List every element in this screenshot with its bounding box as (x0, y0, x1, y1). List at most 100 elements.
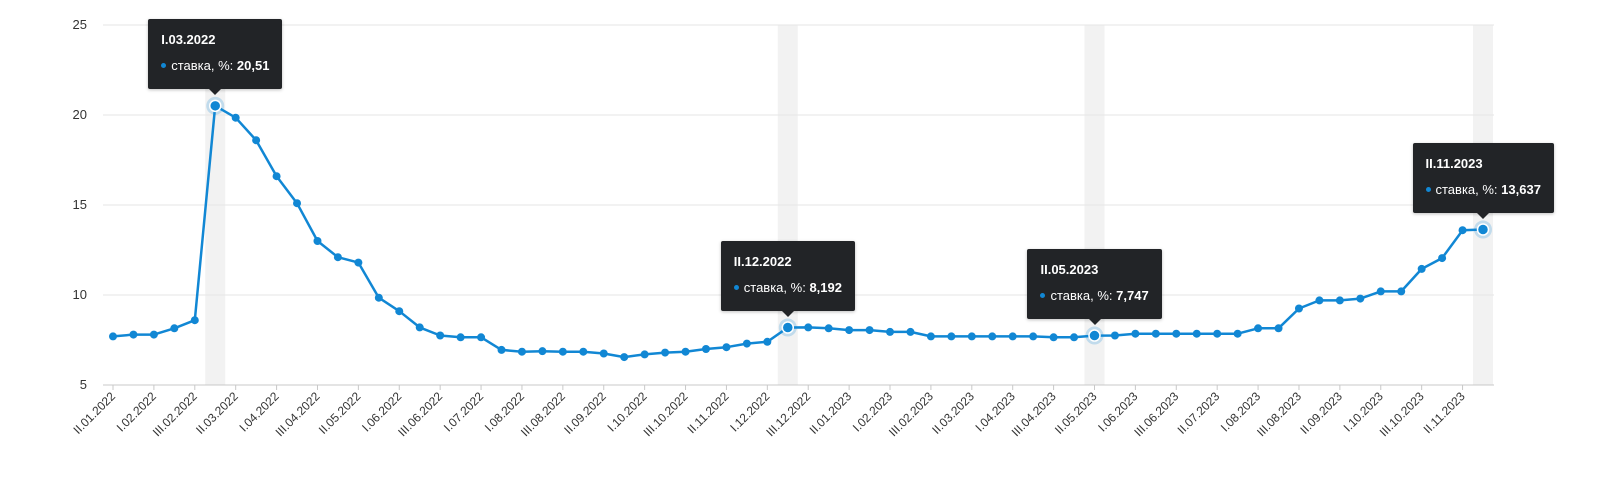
tooltip: I.03.2022 ставка, %: 20,51 (148, 18, 283, 95)
data-point[interactable] (293, 199, 302, 208)
series-marker-icon (1040, 292, 1046, 298)
data-point[interactable] (436, 331, 445, 340)
data-point[interactable] (1008, 332, 1017, 341)
x-tick-label: III.02.2023 (886, 389, 936, 439)
data-point[interactable] (415, 323, 424, 332)
data-point[interactable] (947, 332, 956, 341)
data-point-highlighted[interactable] (781, 321, 795, 334)
data-point[interactable] (231, 113, 240, 122)
data-point[interactable] (906, 327, 915, 336)
data-point[interactable] (1029, 332, 1038, 341)
data-point[interactable] (272, 172, 281, 181)
data-point[interactable] (149, 330, 158, 339)
data-point[interactable] (109, 332, 117, 341)
data-point[interactable] (1335, 296, 1344, 305)
data-point[interactable] (374, 293, 383, 302)
data-point[interactable] (988, 332, 997, 341)
data-point[interactable] (722, 343, 731, 352)
data-point[interactable] (742, 339, 751, 348)
tooltip-value: 8,192 (809, 279, 842, 295)
y-tick-label: 10 (73, 287, 87, 302)
x-tick-label: II.09.2022 (561, 389, 609, 437)
tooltip: II.12.2022 ставка, %: 8,192 (720, 240, 855, 317)
y-axis-ticks: 5 10 15 20 25 (73, 17, 87, 392)
data-point[interactable] (1213, 329, 1222, 338)
data-point[interactable] (456, 333, 465, 342)
data-point[interactable] (599, 349, 608, 358)
series-marker-icon (733, 284, 739, 290)
data-point[interactable] (538, 347, 547, 356)
tooltip-title: II.12.2022 (733, 253, 792, 269)
data-point[interactable] (558, 347, 567, 356)
data-point[interactable] (640, 350, 649, 359)
data-point[interactable] (763, 337, 772, 346)
data-point[interactable] (886, 327, 895, 336)
x-tick-label: II.11.2022 (685, 389, 732, 436)
data-point[interactable] (1192, 329, 1201, 338)
data-point-highlighted[interactable] (1476, 223, 1490, 236)
data-point[interactable] (1049, 333, 1058, 342)
data-point[interactable] (681, 347, 690, 356)
tooltip-title: I.03.2022 (161, 31, 216, 47)
data-point[interactable] (1233, 329, 1242, 338)
data-point[interactable] (1376, 287, 1385, 296)
data-point-highlighted[interactable] (208, 99, 222, 113)
x-tick-label: III.04.2022 (273, 389, 323, 439)
data-point[interactable] (620, 353, 629, 362)
data-point[interactable] (1070, 333, 1079, 342)
data-point[interactable] (1110, 331, 1119, 340)
data-point[interactable] (517, 347, 526, 356)
data-point[interactable] (1274, 324, 1283, 333)
data-point[interactable] (129, 330, 138, 339)
data-point[interactable] (1294, 304, 1303, 313)
data-point[interactable] (579, 347, 588, 356)
x-tick-label: III.08.2022 (518, 389, 568, 439)
data-point[interactable] (1356, 294, 1365, 303)
data-point[interactable] (170, 324, 179, 333)
data-point[interactable] (1438, 254, 1447, 263)
y-tick-label: 20 (73, 107, 87, 122)
data-point[interactable] (804, 323, 813, 332)
data-point[interactable] (333, 253, 342, 262)
data-point[interactable] (497, 345, 506, 354)
x-tick-label: III.04.2023 (1009, 389, 1059, 439)
data-point[interactable] (190, 316, 199, 325)
data-point[interactable] (1151, 329, 1160, 338)
data-point[interactable] (1417, 264, 1426, 273)
data-point[interactable] (865, 326, 874, 335)
data-point[interactable] (1131, 329, 1140, 338)
tooltip-title: II.05.2023 (1040, 261, 1099, 277)
x-axis-ticks: II.01.2022I.02.2022III.02.2022II.03.2022… (70, 385, 1468, 439)
tooltip-label: ставка, %: (1050, 287, 1113, 303)
tooltip: II.05.2023 ставка, %: 7,747 (1027, 248, 1162, 325)
data-point[interactable] (1397, 287, 1406, 296)
data-point[interactable] (1315, 296, 1324, 305)
data-point[interactable] (395, 307, 404, 316)
series-marker-icon (1425, 186, 1431, 192)
data-point[interactable] (701, 345, 710, 353)
x-tick-label: II.05.2023 (1052, 389, 1100, 437)
x-tick-label: II.03.2023 (929, 389, 977, 437)
data-point[interactable] (824, 324, 833, 333)
data-point[interactable] (313, 237, 322, 245)
data-point-highlighted[interactable] (1088, 329, 1101, 342)
data-point[interactable] (1172, 329, 1181, 338)
data-point[interactable] (1458, 226, 1467, 235)
y-tick-label: 5 (80, 377, 87, 392)
data-point[interactable] (845, 326, 854, 335)
data-point[interactable] (477, 333, 486, 342)
data-point[interactable] (661, 348, 670, 357)
data-point[interactable] (1254, 324, 1263, 333)
data-point[interactable] (967, 332, 976, 341)
x-tick-label: III.06.2023 (1131, 389, 1181, 439)
data-point[interactable] (252, 136, 261, 145)
data-point[interactable] (926, 332, 935, 341)
tooltip: II.11.2023 ставка, %: 13,637 (1412, 142, 1554, 219)
x-tick-label: III.10.2023 (1377, 389, 1427, 439)
data-point[interactable] (354, 258, 363, 267)
tooltip-value: 20,51 (236, 57, 270, 73)
x-tick-label: III.02.2022 (150, 389, 200, 439)
gridlines (103, 24, 1494, 386)
x-tick-label: III.06.2022 (395, 389, 445, 439)
tooltip-title: II.11.2023 (1425, 155, 1483, 171)
